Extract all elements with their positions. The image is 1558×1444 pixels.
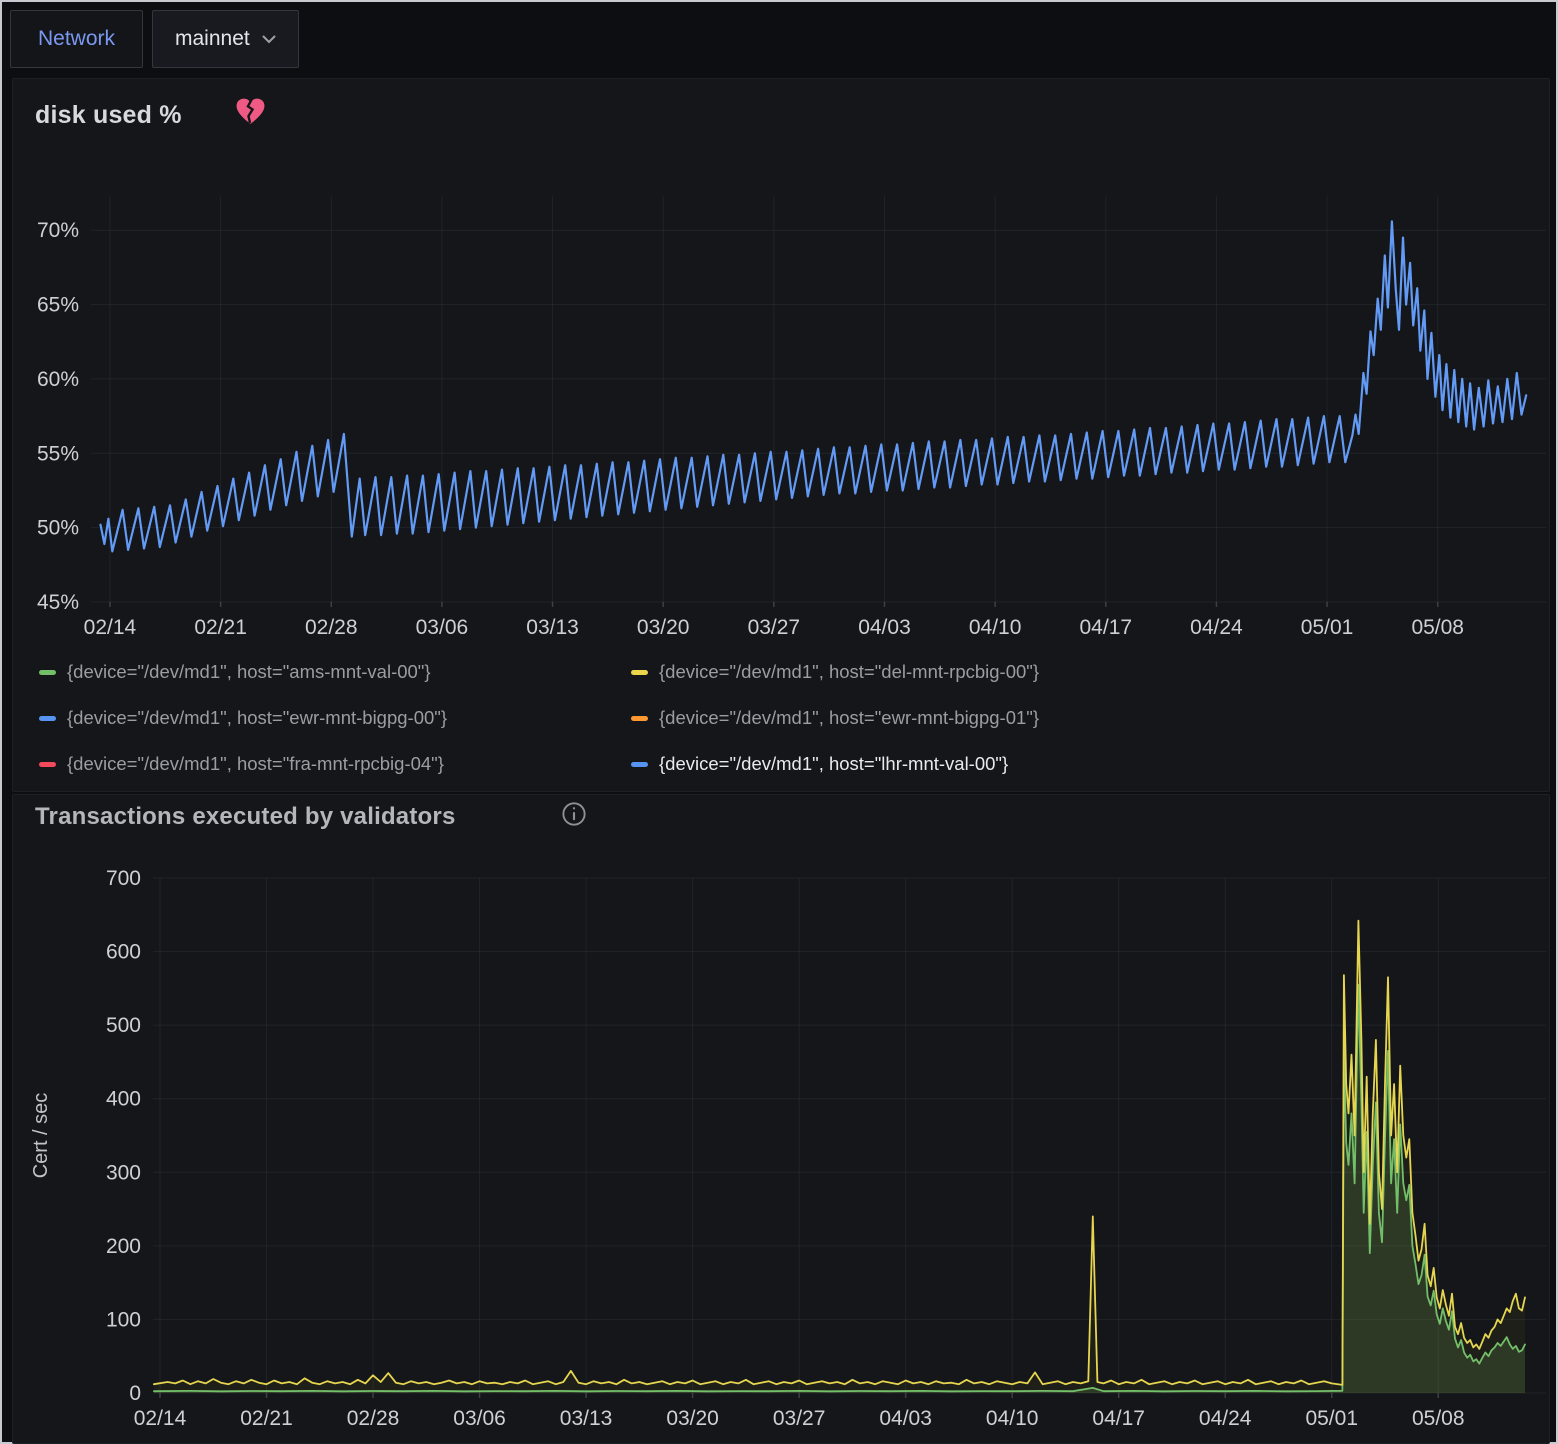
legend-label: {device="/dev/md1", host="fra-mnt-rpcbig…	[67, 753, 444, 775]
svg-text:03/13: 03/13	[526, 616, 579, 639]
svg-text:03/20: 03/20	[637, 616, 690, 639]
svg-text:55%: 55%	[37, 442, 79, 465]
svg-text:02/28: 02/28	[305, 616, 358, 639]
svg-text:03/06: 03/06	[416, 616, 469, 639]
svg-text:03/13: 03/13	[560, 1407, 613, 1430]
series-color-swatch	[39, 716, 56, 721]
svg-text:04/24: 04/24	[1199, 1407, 1252, 1430]
svg-text:05/08: 05/08	[1411, 616, 1464, 639]
svg-text:04/03: 04/03	[879, 1407, 932, 1430]
network-value-text: mainnet	[175, 27, 250, 51]
grafana-dashboard: { "header": { "network_label": "Network"…	[0, 0, 1558, 1444]
series-color-swatch	[631, 670, 648, 675]
svg-text:04/24: 04/24	[1190, 616, 1243, 639]
svg-text:600: 600	[106, 941, 141, 964]
svg-text:03/20: 03/20	[666, 1407, 719, 1430]
series-color-swatch	[39, 670, 56, 675]
legend-item-lhr-mnt-val-00[interactable]: {device="/dev/md1", host="lhr-mnt-val-00…	[631, 741, 1519, 787]
svg-text:03/06: 03/06	[453, 1407, 506, 1430]
disk-used-panel: disk used % 45%50%55%60%65%70%02/1402/21…	[12, 78, 1550, 792]
svg-text:03/27: 03/27	[773, 1407, 826, 1430]
svg-text:50%: 50%	[37, 517, 79, 540]
svg-text:45%: 45%	[37, 591, 79, 614]
transactions-panel: Transactions executed by validators 0100…	[12, 794, 1550, 1444]
svg-text:700: 700	[106, 867, 141, 890]
svg-text:04/10: 04/10	[986, 1407, 1039, 1430]
svg-text:02/21: 02/21	[194, 616, 247, 639]
series-color-swatch	[631, 762, 648, 767]
legend-label: {device="/dev/md1", host="ewr-mnt-bigpg-…	[659, 707, 1039, 729]
legend-item-del-mnt-rpcbig-00[interactable]: {device="/dev/md1", host="del-mnt-rpcbig…	[631, 649, 1519, 695]
svg-text:60%: 60%	[37, 368, 79, 391]
network-variable-label: Network	[10, 10, 143, 68]
svg-text:02/28: 02/28	[347, 1407, 400, 1430]
transactions-chart[interactable]: 0 100 200 300 400 500 600 700 02/14 02/21 02/28 03/…	[13, 795, 1549, 1443]
legend-item-ams-mnt-val-00[interactable]: {device="/dev/md1", host="ams-mnt-val-00…	[39, 649, 631, 695]
svg-text:300: 300	[106, 1161, 141, 1184]
svg-text:04/03: 04/03	[858, 616, 911, 639]
svg-text:02/21: 02/21	[240, 1407, 293, 1430]
disk-chart-legend: {device="/dev/md1", host="ams-mnt-val-00…	[39, 649, 1519, 787]
legend-label: {device="/dev/md1", host="lhr-mnt-val-00…	[659, 753, 1008, 775]
svg-text:05/01: 05/01	[1305, 1407, 1358, 1430]
legend-item-fra-mnt-rpcbig-04[interactable]: {device="/dev/md1", host="fra-mnt-rpcbig…	[39, 741, 631, 787]
svg-text:02/14: 02/14	[134, 1407, 187, 1430]
svg-text:02/14: 02/14	[84, 616, 137, 639]
svg-text:Cert / sec: Cert / sec	[30, 1093, 52, 1179]
legend-label: {device="/dev/md1", host="ams-mnt-val-00…	[67, 661, 431, 683]
svg-text:500: 500	[106, 1014, 141, 1037]
series-color-swatch	[631, 716, 648, 721]
svg-text:200: 200	[106, 1235, 141, 1258]
svg-text:04/17: 04/17	[1080, 616, 1133, 639]
svg-text:05/08: 05/08	[1412, 1407, 1465, 1430]
legend-label: {device="/dev/md1", host="ewr-mnt-bigpg-…	[67, 707, 447, 729]
network-variable-dropdown[interactable]: mainnet	[152, 10, 299, 68]
svg-text:400: 400	[106, 1088, 141, 1111]
network-label-text: Network	[38, 27, 115, 51]
svg-text:100: 100	[106, 1308, 141, 1331]
legend-item-ewr-mnt-bigpg-00[interactable]: {device="/dev/md1", host="ewr-mnt-bigpg-…	[39, 695, 631, 741]
svg-text:04/10: 04/10	[969, 616, 1022, 639]
chevron-down-icon	[262, 35, 276, 44]
legend-item-ewr-mnt-bigpg-01[interactable]: {device="/dev/md1", host="ewr-mnt-bigpg-…	[631, 695, 1519, 741]
svg-text:05/01: 05/01	[1301, 616, 1354, 639]
svg-text:03/27: 03/27	[748, 616, 801, 639]
legend-label: {device="/dev/md1", host="del-mnt-rpcbig…	[659, 661, 1039, 683]
svg-text:0: 0	[129, 1382, 141, 1405]
series-color-swatch	[39, 762, 56, 767]
svg-text:65%: 65%	[37, 294, 79, 317]
svg-text:70%: 70%	[37, 219, 79, 242]
svg-text:04/17: 04/17	[1092, 1407, 1145, 1430]
